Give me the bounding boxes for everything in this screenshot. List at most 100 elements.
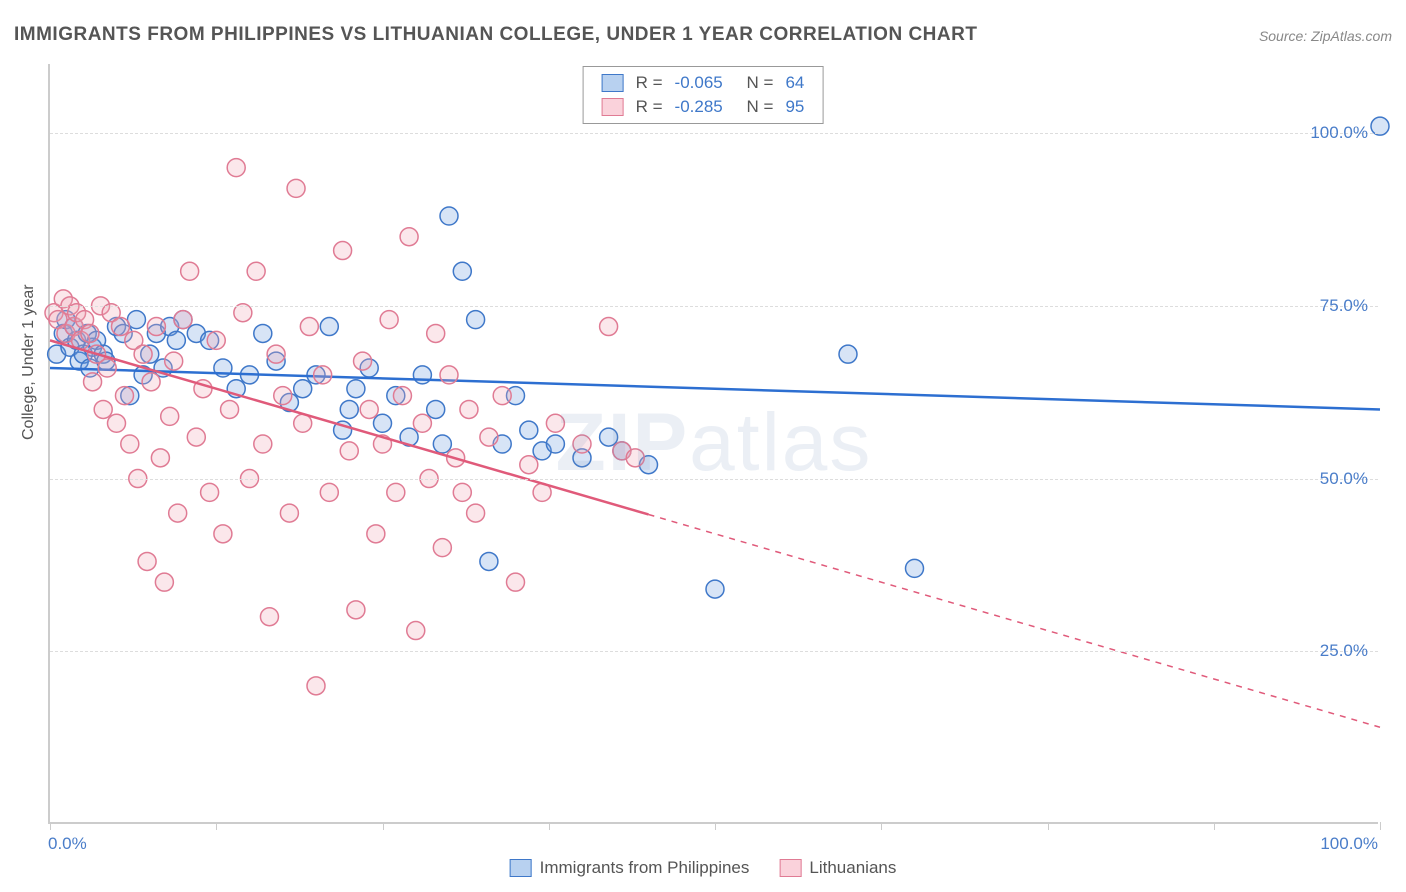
- scatter-point: [387, 483, 405, 501]
- regression-line-solid: [50, 368, 1380, 409]
- scatter-point: [467, 504, 485, 522]
- gridline: [50, 306, 1378, 307]
- scatter-point: [507, 573, 525, 591]
- scatter-point: [520, 456, 538, 474]
- scatter-point: [201, 483, 219, 501]
- scatter-point: [294, 380, 312, 398]
- scatter-point: [221, 400, 239, 418]
- scatter-point: [320, 318, 338, 336]
- r-value: -0.065: [675, 73, 735, 93]
- scatter-point: [174, 311, 192, 329]
- legend-swatch: [779, 859, 801, 877]
- scatter-point: [407, 622, 425, 640]
- gridline: [50, 651, 1378, 652]
- x-tick: [1048, 822, 1049, 830]
- scatter-point: [427, 324, 445, 342]
- scatter-point: [121, 435, 139, 453]
- scatter-point: [440, 366, 458, 384]
- scatter-point: [214, 525, 232, 543]
- scatter-point: [480, 428, 498, 446]
- scatter-point: [147, 318, 165, 336]
- scatter-point: [138, 552, 156, 570]
- scatter-point: [111, 318, 129, 336]
- scatter-svg: [50, 64, 1380, 824]
- scatter-point: [161, 407, 179, 425]
- scatter-point: [94, 400, 112, 418]
- scatter-point: [227, 159, 245, 177]
- x-tick: [549, 822, 550, 830]
- scatter-point: [354, 352, 372, 370]
- legend-swatch: [602, 98, 624, 116]
- legend-stats-row: R =-0.285N =95: [602, 95, 805, 119]
- n-value: 95: [785, 97, 804, 117]
- scatter-point: [260, 608, 278, 626]
- scatter-point: [320, 483, 338, 501]
- scatter-point: [280, 504, 298, 522]
- scatter-point: [274, 387, 292, 405]
- scatter-point: [151, 449, 169, 467]
- x-tick: [50, 822, 51, 830]
- plot-area: ZIPatlas 25.0%50.0%75.0%100.0%: [48, 64, 1378, 824]
- scatter-point: [181, 262, 199, 280]
- scatter-point: [839, 345, 857, 363]
- scatter-point: [169, 504, 187, 522]
- legend-series-item: Lithuanians: [779, 858, 896, 878]
- scatter-point: [427, 400, 445, 418]
- x-axis-min-label: 0.0%: [48, 834, 87, 854]
- scatter-point: [480, 552, 498, 570]
- scatter-point: [460, 400, 478, 418]
- scatter-point: [142, 373, 160, 391]
- n-label: N =: [747, 73, 774, 93]
- x-tick: [383, 822, 384, 830]
- legend-series-item: Immigrants from Philippines: [510, 858, 750, 878]
- n-value: 64: [785, 73, 804, 93]
- scatter-point: [546, 435, 564, 453]
- scatter-point: [108, 414, 126, 432]
- legend-swatch: [602, 74, 624, 92]
- y-tick-label: 100.0%: [1310, 123, 1368, 143]
- scatter-point: [906, 559, 924, 577]
- chart-title: IMMIGRANTS FROM PHILIPPINES VS LITHUANIA…: [14, 24, 977, 46]
- scatter-point: [254, 435, 272, 453]
- scatter-point: [467, 311, 485, 329]
- scatter-point: [165, 352, 183, 370]
- scatter-point: [393, 387, 411, 405]
- scatter-point: [254, 324, 272, 342]
- scatter-point: [340, 400, 358, 418]
- scatter-point: [347, 380, 365, 398]
- n-label: N =: [747, 97, 774, 117]
- regression-line-dashed: [649, 514, 1381, 727]
- scatter-point: [300, 318, 318, 336]
- scatter-point: [81, 324, 99, 342]
- y-tick-label: 25.0%: [1320, 641, 1368, 661]
- x-tick: [881, 822, 882, 830]
- scatter-point: [314, 366, 332, 384]
- gridline: [50, 133, 1378, 134]
- scatter-point: [247, 262, 265, 280]
- scatter-point: [573, 435, 591, 453]
- scatter-point: [374, 414, 392, 432]
- scatter-point: [413, 414, 431, 432]
- scatter-point: [367, 525, 385, 543]
- scatter-point: [706, 580, 724, 598]
- scatter-point: [433, 539, 451, 557]
- scatter-point: [287, 179, 305, 197]
- scatter-point: [600, 318, 618, 336]
- scatter-point: [453, 483, 471, 501]
- legend-series-label: Immigrants from Philippines: [540, 858, 750, 878]
- scatter-point: [134, 345, 152, 363]
- scatter-point: [400, 228, 418, 246]
- scatter-point: [267, 345, 285, 363]
- x-axis-max-label: 100.0%: [1320, 834, 1378, 854]
- scatter-point: [167, 331, 185, 349]
- scatter-point: [380, 311, 398, 329]
- scatter-point: [347, 601, 365, 619]
- scatter-point: [307, 677, 325, 695]
- scatter-point: [520, 421, 538, 439]
- scatter-point: [84, 373, 102, 391]
- scatter-point: [207, 331, 225, 349]
- y-tick-label: 75.0%: [1320, 296, 1368, 316]
- scatter-point: [340, 442, 358, 460]
- scatter-point: [360, 400, 378, 418]
- y-axis-label: College, Under 1 year: [20, 284, 38, 440]
